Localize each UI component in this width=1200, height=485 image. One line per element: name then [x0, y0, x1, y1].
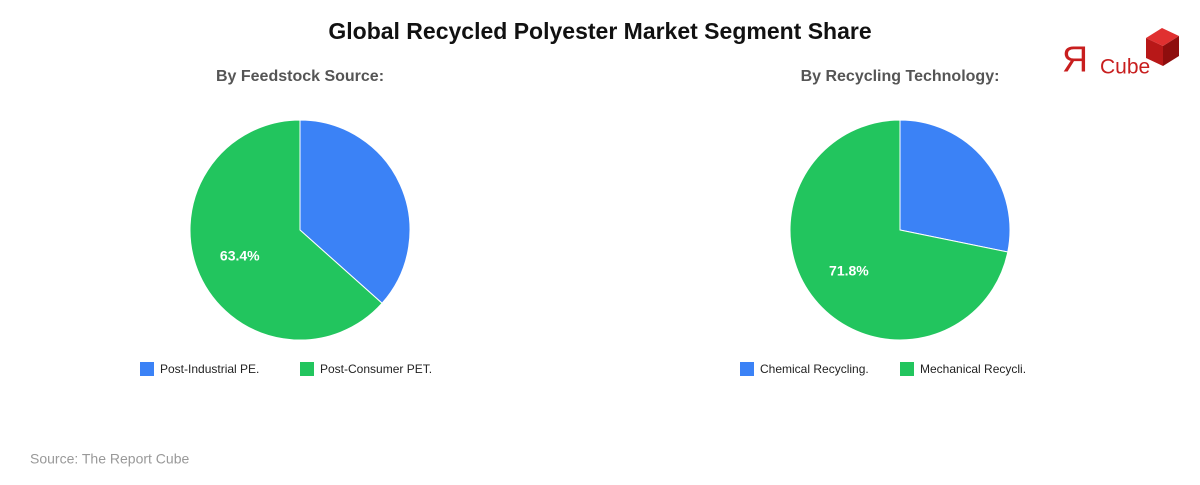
data-label: 71.8%: [829, 262, 869, 278]
legend-label: Post-Consumer PET.: [320, 362, 432, 376]
page-title: Global Recycled Polyester Market Segment…: [328, 18, 871, 44]
legend-swatch: [140, 362, 154, 376]
pie-slice: [789, 119, 1009, 341]
logo-cube-top: [1146, 28, 1179, 46]
source-note: Source: The Report Cube: [30, 451, 189, 467]
legend-swatch: [300, 362, 314, 376]
logo: Я Cube: [1062, 28, 1179, 80]
legend-label: Chemical Recycling.: [760, 362, 869, 376]
pie-slice: [899, 119, 1011, 253]
legend-swatch: [740, 362, 754, 376]
data-label: 63.4%: [220, 248, 260, 264]
legend-label: Post-Industrial PE.: [160, 362, 259, 376]
legend-swatch: [900, 362, 914, 376]
logo-text: Cube: [1100, 56, 1150, 79]
logo-mark: Я: [1062, 39, 1088, 80]
chart-title: By Feedstock Source:: [216, 68, 384, 85]
pie-slice: [299, 119, 411, 304]
logo-cube-left: [1146, 38, 1163, 66]
pie-slice: [189, 119, 383, 341]
chart-title: By Recycling Technology:: [801, 68, 1000, 85]
legend-label: Mechanical Recycli.: [920, 362, 1026, 376]
logo-cube-right: [1163, 36, 1179, 66]
